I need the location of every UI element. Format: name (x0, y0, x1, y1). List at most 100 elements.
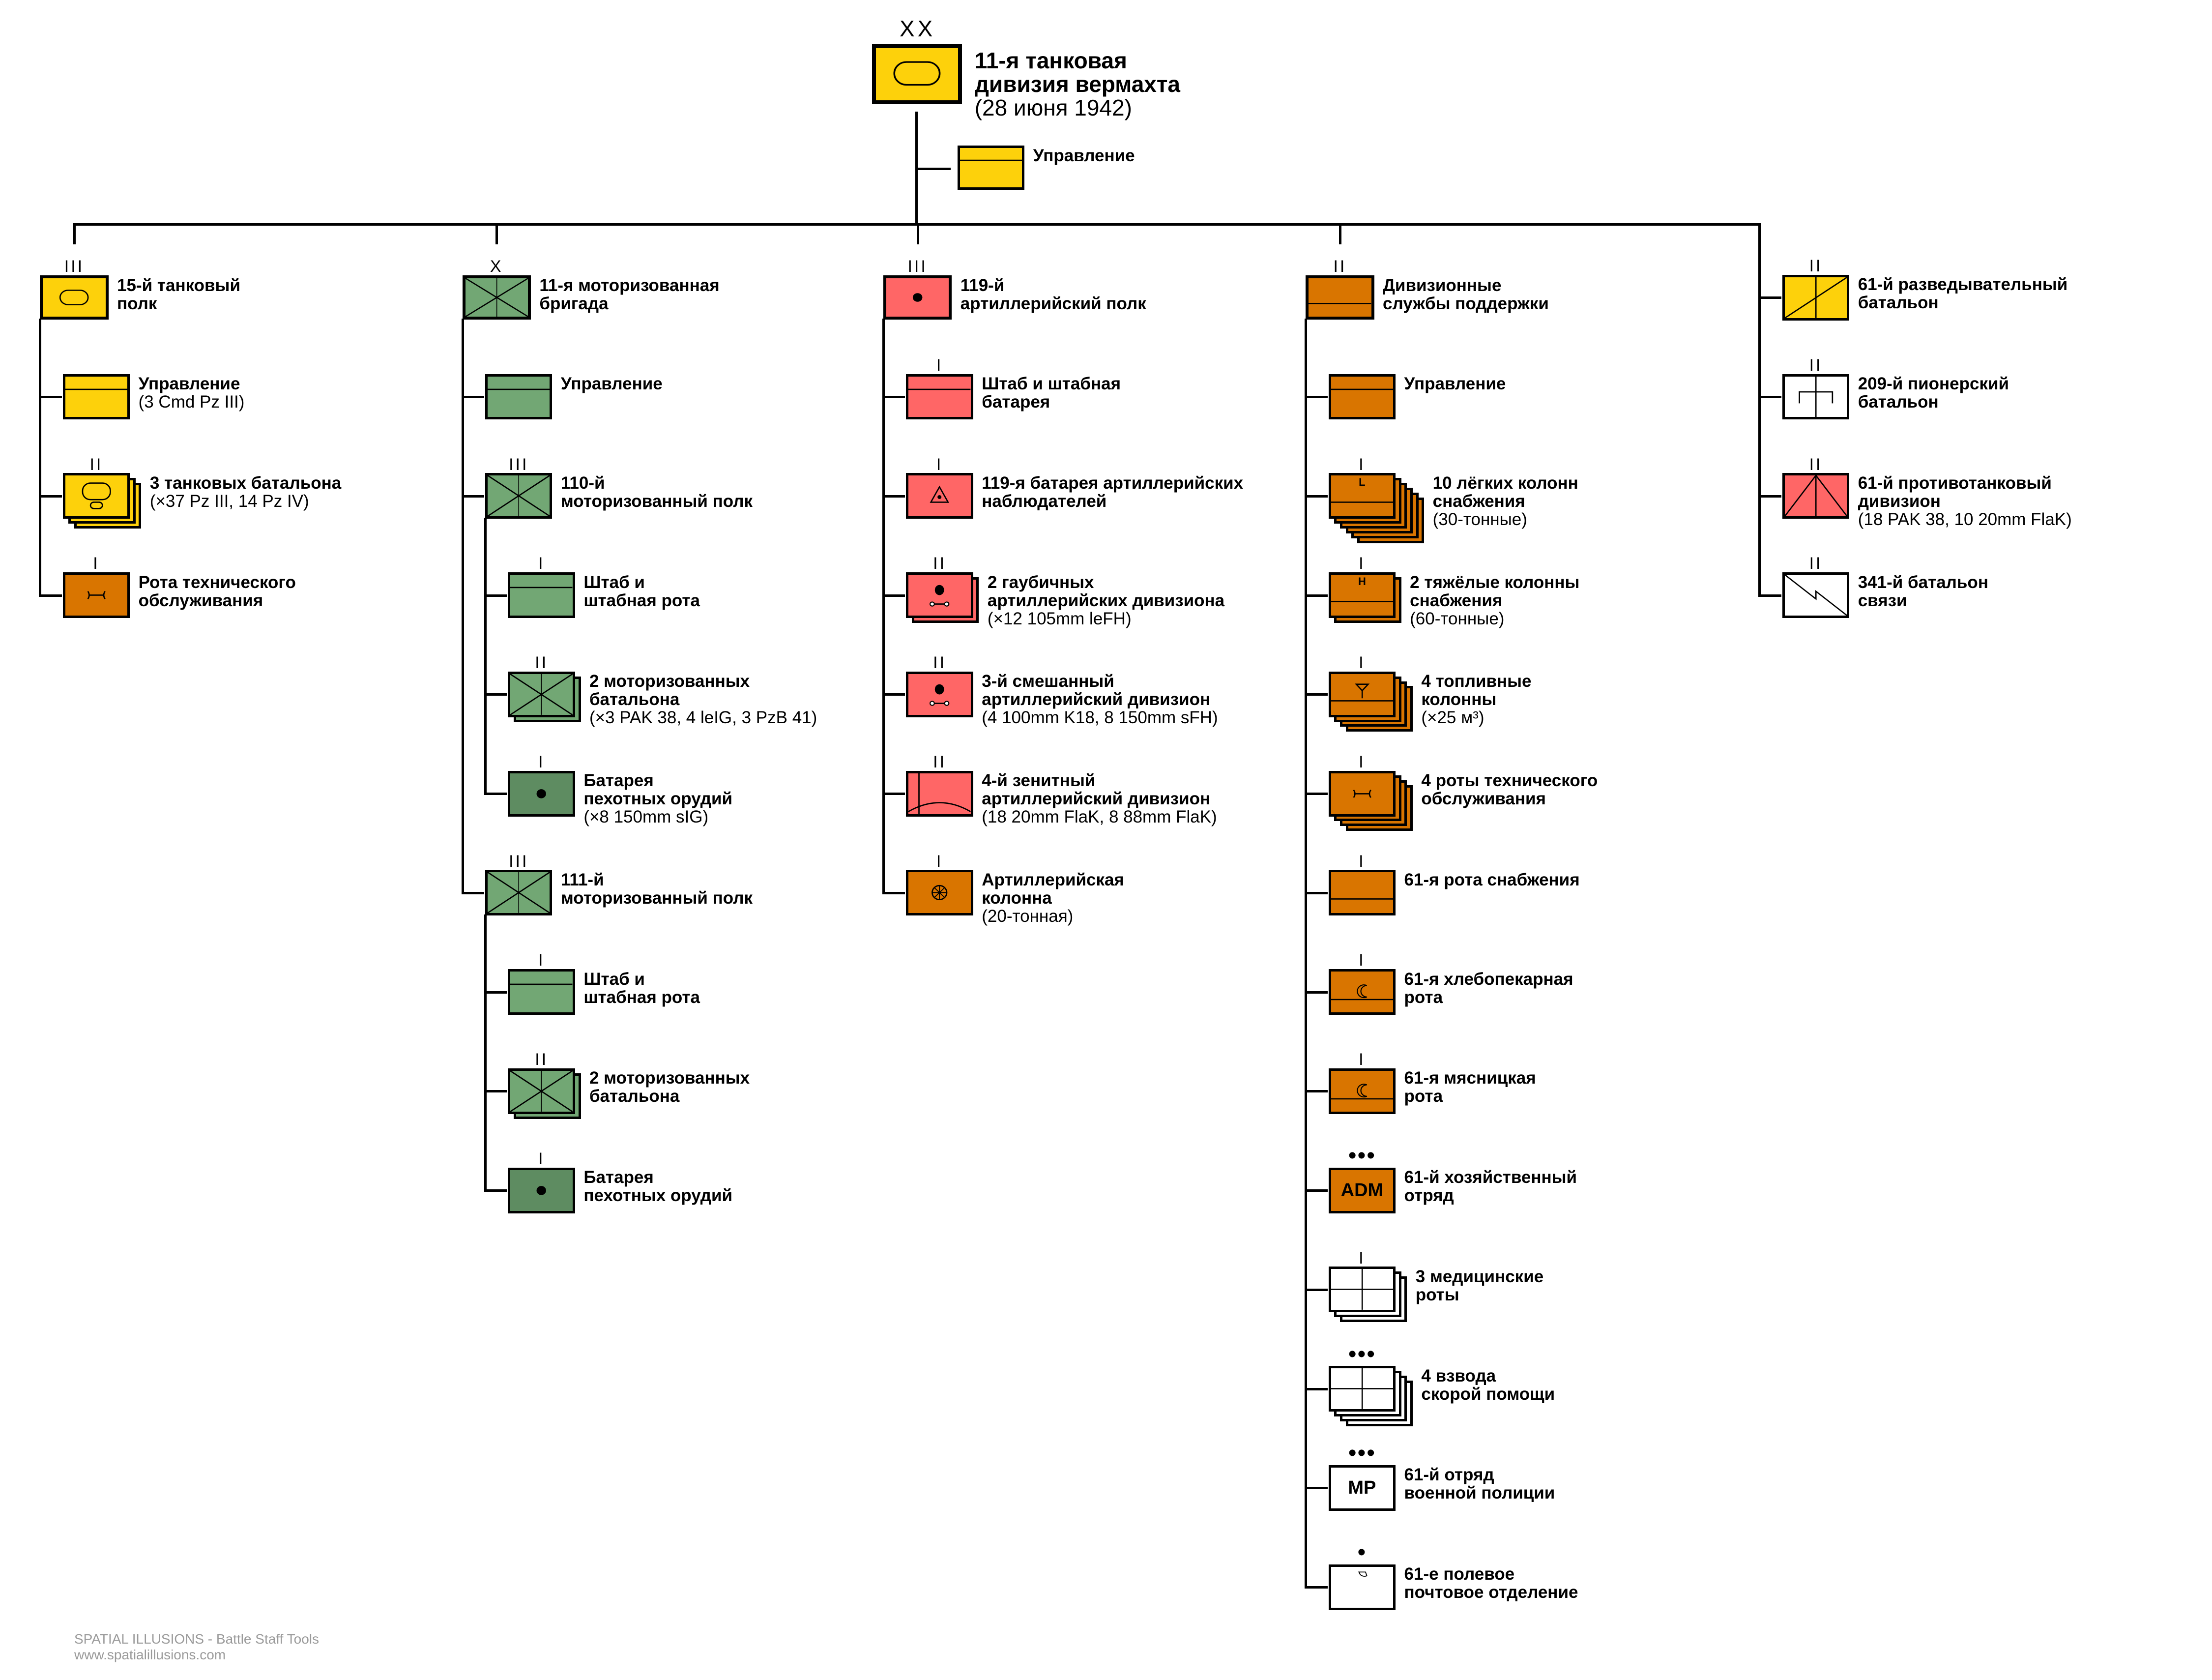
unit-name-line: 61-й хозяйственный (1404, 1168, 1577, 1187)
unit-symbol-medical[interactable] (1328, 1267, 1396, 1313)
antitank-icon (1784, 474, 1848, 517)
unit-name-line: 111-й (560, 870, 604, 889)
unit-name-line: 61-е полевое (1404, 1564, 1515, 1584)
unit-equipment-note: (18 20mm FlaK, 8 88mm FlaK) (982, 807, 1217, 827)
unit-symbol-armor_bn[interactable] (62, 473, 130, 519)
echelon-mark: II (1333, 257, 1347, 276)
unit-symbol-hq[interactable] (485, 374, 553, 420)
unit-symbol-supply[interactable]: H (1328, 572, 1396, 618)
unit-symbol-supply[interactable] (1306, 275, 1374, 320)
echelon-mark: I (936, 355, 943, 375)
unit-label[interactable]: Управление (1033, 147, 1135, 165)
unit-symbol-armor[interactable] (40, 275, 109, 320)
unit-symbol-motinf[interactable] (485, 870, 553, 916)
unit-label[interactable]: 61-й противотанковый дивизион (18 PAK 38, … (1858, 474, 2072, 529)
echelon-mark: II (1809, 554, 1823, 573)
unit-label[interactable]: 61-й хозяйственный отряд (1404, 1168, 1577, 1205)
unit-label[interactable]: 209-й пионерский батальон (1858, 375, 2009, 411)
unit-label[interactable]: Управление (3 Cmd Pz III) (139, 375, 245, 411)
unit-symbol-signal[interactable] (1782, 572, 1850, 618)
unit-symbol-hq[interactable] (957, 146, 1025, 190)
unit-symbol-supply[interactable]: L (1328, 473, 1396, 519)
unit-label[interactable]: Дивизионные службы поддержки (1383, 276, 1549, 313)
unit-label[interactable]: 3-й смешанный артиллерийский дивизион (4 1… (982, 672, 1218, 727)
unit-symbol-medical[interactable] (1328, 1366, 1396, 1412)
unit-label[interactable]: 10 лёгких колонн снабжения (30-тонные) (1433, 474, 1578, 529)
unit-symbol-hq[interactable] (906, 374, 973, 420)
unit-label[interactable]: Штаб и штабная батарея (982, 375, 1121, 411)
unit-symbol-motinf[interactable] (462, 275, 531, 320)
unit-symbol-post[interactable] (1328, 1564, 1396, 1610)
unit-label[interactable]: 61-е полевое почтовое отделение (1404, 1565, 1578, 1601)
unit-label[interactable]: Рота технического обслуживания (139, 573, 296, 610)
unit-symbol-supply[interactable] (1328, 870, 1396, 916)
unit-symbol-motinf[interactable] (508, 671, 575, 717)
unit-label[interactable]: 2 моторизованных батальона (589, 1069, 750, 1105)
unit-label[interactable]: 2 тяжёлые колонны снабжения (60-тонные) (1410, 573, 1579, 628)
unit-symbol-hq[interactable] (508, 969, 575, 1015)
unit-label[interactable]: Управление (561, 375, 663, 393)
echelon-mark: II (933, 554, 947, 573)
unit-symbol-hq[interactable] (1328, 374, 1396, 420)
unit-symbol-howitzer[interactable] (906, 572, 973, 618)
unit-name-line: колонна (982, 888, 1052, 908)
unit-name-line: связи (1858, 590, 1907, 610)
unit-label[interactable]: 11-я моторизованная бригада (539, 276, 719, 313)
unit-label[interactable]: Батарея пехотных орудий (583, 1168, 732, 1205)
unit-label[interactable]: 61-я хлебопекарная рота (1404, 970, 1573, 1006)
unit-equipment-note: (20-тонная) (982, 906, 1074, 926)
connector-line (1305, 1387, 1328, 1390)
unit-symbol-hq[interactable] (508, 572, 575, 618)
unit-symbol-text[interactable]: MP (1328, 1465, 1396, 1511)
unit-label[interactable]: 61-я рота снабжения (1404, 871, 1580, 889)
unit-label[interactable]: 111-й моторизованный полк (561, 871, 753, 907)
unit-label[interactable]: 119-й артиллерийский полк (960, 276, 1146, 313)
unit-symbol-maint[interactable] (62, 572, 130, 618)
unit-label[interactable]: 4 взвода скорой помощи (1421, 1367, 1555, 1403)
unit-label[interactable]: 3 медицинские роты (1416, 1267, 1543, 1304)
unit-symbol-observer[interactable] (906, 473, 973, 519)
unit-symbol-hq[interactable] (62, 374, 130, 420)
unit-symbol-dot[interactable] (883, 275, 952, 320)
unit-symbol-antitank[interactable] (1782, 473, 1850, 519)
unit-label[interactable]: 4 роты технического обслуживания (1421, 771, 1598, 808)
unit-symbol-howitzer[interactable] (906, 671, 973, 717)
bakery-icon (1331, 1084, 1394, 1100)
unit-symbol-bakery[interactable] (1328, 969, 1396, 1015)
echelon-mark: II (1809, 355, 1823, 375)
unit-label[interactable]: 61-й разведывательный батальон (1858, 275, 2068, 312)
unit-symbol-aa[interactable] (906, 770, 973, 817)
unit-symbol-dot[interactable] (508, 770, 575, 817)
unit-label[interactable]: 4 топливные колонны (×25 м³) (1421, 672, 1531, 727)
unit-symbol-fuel[interactable] (1328, 671, 1396, 717)
unit-label[interactable]: 61-й отряд военной полиции (1404, 1466, 1555, 1502)
unit-label[interactable]: 2 моторизованных батальона (×3 PAK 38, 4 l… (589, 672, 817, 727)
unit-label[interactable]: 61-я мясницкая рота (1404, 1069, 1536, 1105)
unit-symbol-text[interactable]: ADM (1328, 1167, 1396, 1213)
unit-label[interactable]: Управление (1404, 375, 1506, 393)
unit-symbol-recon[interactable] (1782, 274, 1850, 321)
division-symbol[interactable] (872, 44, 962, 104)
medical-icon (1331, 1269, 1394, 1310)
unit-label[interactable]: Штаб и штабная рота (583, 573, 700, 610)
aa-icon (908, 773, 971, 814)
unit-label[interactable]: Батарея пехотных орудий (×8 150mm sIG) (583, 771, 732, 826)
unit-symbol-engineer[interactable] (1782, 374, 1850, 420)
unit-label[interactable]: Штаб и штабная рота (583, 970, 700, 1006)
unit-symbol-motinf[interactable] (485, 473, 553, 519)
unit-label[interactable]: 110-й моторизованный полк (561, 474, 753, 510)
unit-symbol-dot[interactable] (508, 1167, 575, 1213)
unit-label[interactable]: 4-й зенитный артиллерийский дивизион (18 2… (982, 771, 1217, 826)
unit-symbol-motinf[interactable] (508, 1068, 575, 1114)
footer-url[interactable]: www.spatialillusions.com (74, 1647, 226, 1662)
unit-symbol-wheel[interactable] (906, 870, 973, 916)
unit-symbol-maint[interactable] (1328, 770, 1396, 817)
unit-label[interactable]: 341-й батальон связи (1858, 573, 1988, 610)
unit-label[interactable]: 119-я батарея артиллерийских наблюдателей (982, 474, 1243, 510)
unit-label[interactable]: 2 гаубичных артиллерийских дивизиона (×12 … (988, 573, 1224, 628)
unit-label[interactable]: 15-й танковый полк (117, 276, 240, 313)
unit-name-line: 61-й разведывательный (1858, 275, 2068, 295)
unit-symbol-bakery[interactable] (1328, 1068, 1396, 1114)
unit-label[interactable]: Артиллерийская колонна (20-тонная) (982, 871, 1124, 925)
unit-label[interactable]: 3 танковых батальона (×37 Pz III, 14 Pz I… (150, 474, 341, 510)
